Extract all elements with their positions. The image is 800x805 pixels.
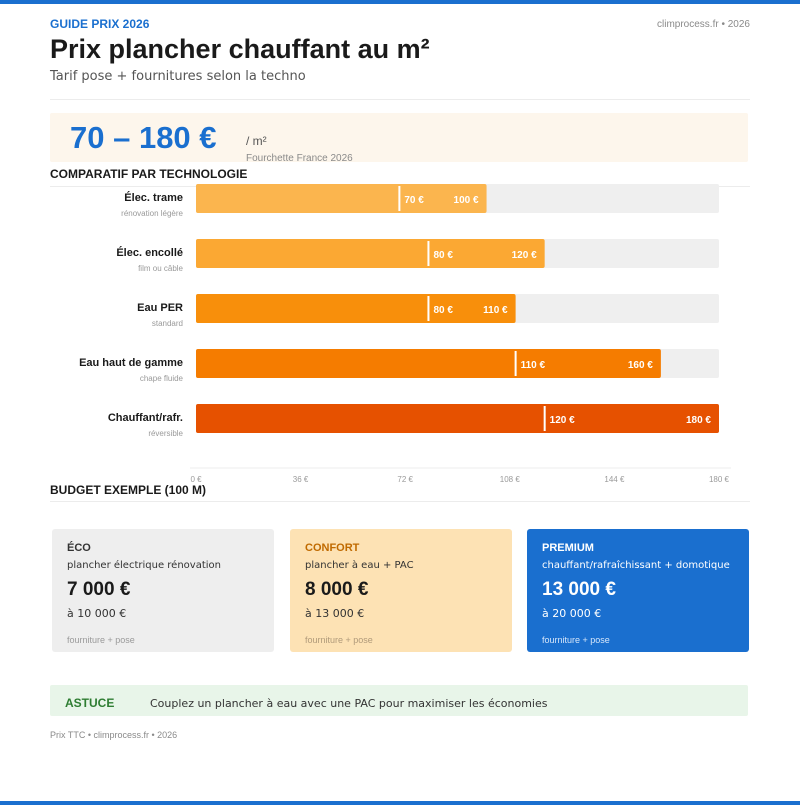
budget-card-eco: ÉCO plancher électrique rénovation 7 000…	[52, 529, 274, 652]
bar-min-marker	[514, 351, 517, 376]
budget-card-premium: PREMIUM chauffant/rafraîchissant + domot…	[527, 529, 749, 652]
bar-max-label: 120 €	[512, 250, 537, 261]
x-tick-label: 108 €	[500, 475, 521, 484]
bar-min-label: 80 €	[433, 305, 453, 316]
bar-max-label: 180 €	[686, 415, 711, 426]
x-tick-label: 72 €	[397, 475, 413, 484]
bar-min-label: 70 €	[404, 195, 424, 206]
category-sublabel: chape fluide	[140, 374, 184, 383]
category-sublabel: film ou câble	[138, 264, 183, 273]
card-tag: ÉCO	[67, 542, 91, 554]
bar-1	[196, 239, 545, 268]
price-range-value: 70 – 180 €	[70, 120, 217, 155]
x-tick-label: 36 €	[293, 475, 309, 484]
bar-min-marker	[543, 406, 546, 431]
price-range-banner	[50, 113, 748, 162]
card-tag: CONFORT	[305, 542, 360, 554]
bar-min-label: 110 €	[521, 360, 546, 371]
category-sublabel: réversible	[148, 429, 183, 438]
chart-title: COMPARATIF PAR TECHNOLOGIE	[50, 167, 248, 181]
bar-min-marker	[427, 296, 430, 321]
card-price-max: à 10 000 €	[67, 607, 127, 620]
bar-0	[196, 184, 487, 213]
top-accent-bar	[0, 0, 800, 4]
x-tick-label: 180 €	[709, 475, 730, 484]
category-label: Eau PER	[137, 302, 183, 314]
budget-divider	[50, 501, 750, 502]
bar-min-marker	[398, 186, 401, 211]
card-tag: PREMIUM	[542, 542, 594, 554]
x-tick-label: 0 €	[190, 475, 202, 484]
price-range-note: Fourchette France 2026	[246, 153, 353, 164]
card-description: plancher à eau + PAC	[305, 560, 414, 571]
header-divider	[50, 99, 750, 100]
category-label: Eau haut de gamme	[79, 357, 183, 369]
card-footnote: fourniture + pose	[542, 635, 610, 645]
page-subtitle: Tarif pose + fournitures selon la techno	[50, 69, 306, 84]
bar-4	[196, 404, 719, 433]
tip-label: ASTUCE	[65, 696, 115, 710]
bottom-accent-bar	[0, 801, 800, 805]
card-description: plancher électrique rénovation	[67, 560, 221, 571]
bar-max-label: 110 €	[483, 305, 508, 316]
tip-banner	[50, 685, 748, 716]
bar-2	[196, 294, 516, 323]
bar-max-label: 100 €	[454, 195, 479, 206]
budget-title: BUDGET EXEMPLE (100 M)	[50, 483, 207, 497]
page-footer: Prix TTC • climprocess.fr • 2026	[50, 730, 178, 740]
range-bar-chart: 70 € 100 € Élec. trame rénovation légère 80 …	[79, 184, 731, 484]
card-footnote: fourniture + pose	[305, 635, 373, 645]
bar-min-label: 80 €	[433, 250, 453, 261]
category-label: Chauffant/rafr.	[108, 412, 183, 424]
category-sublabel: standard	[152, 319, 183, 328]
category-label: Élec. trame	[124, 191, 183, 204]
x-tick-label: 144 €	[604, 475, 625, 484]
source-label: climprocess.fr • 2026	[657, 19, 750, 30]
bar-max-label: 160 €	[628, 360, 653, 371]
budget-card-confort: CONFORT plancher à eau + PAC 8 000 € à 1…	[290, 529, 512, 652]
guide-kicker: GUIDE PRIX 2026	[50, 17, 150, 31]
price-range-unit: / m²	[246, 134, 267, 148]
category-label: Élec. encollé	[116, 246, 183, 259]
card-description: chauffant/rafraîchissant + domotique	[542, 560, 730, 571]
bar-min-marker	[427, 241, 430, 266]
card-footnote: fourniture + pose	[67, 635, 135, 645]
card-price-max: à 20 000 €	[542, 607, 602, 620]
page-title: Prix plancher chauffant au m²	[50, 34, 430, 64]
tip-text: Couplez un plancher à eau avec une PAC p…	[150, 697, 548, 710]
card-price: 13 000 €	[542, 579, 616, 600]
card-price: 8 000 €	[305, 579, 369, 600]
category-sublabel: rénovation légère	[121, 209, 183, 218]
card-price-max: à 13 000 €	[305, 607, 365, 620]
bar-min-label: 120 €	[550, 415, 575, 426]
bar-3	[196, 349, 661, 378]
card-price: 7 000 €	[67, 579, 131, 600]
